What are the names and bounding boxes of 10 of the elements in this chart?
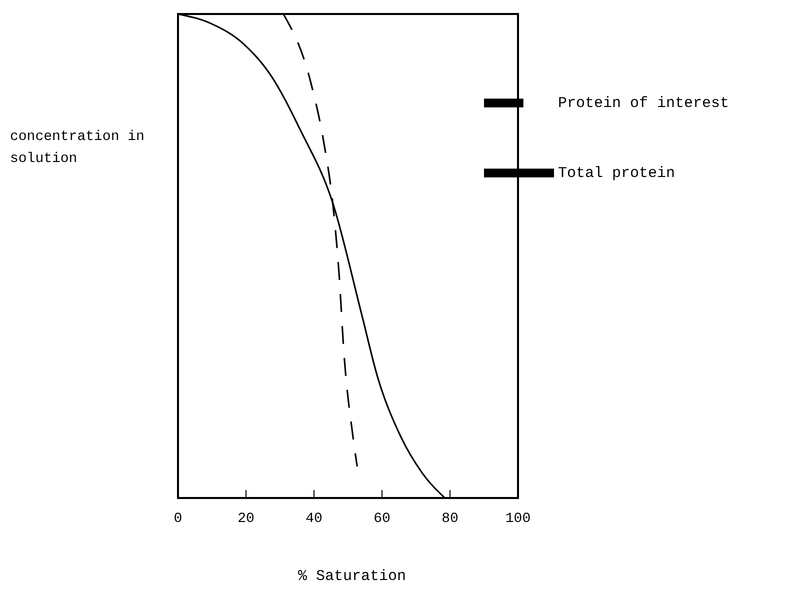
x-tick-label: 60 [374, 510, 390, 527]
y-axis-title: concentration in solution [10, 128, 146, 169]
x-tick-label: 100 [505, 510, 531, 527]
x-tick-label: 40 [306, 510, 322, 527]
x-tick-label: 0 [174, 510, 182, 527]
x-axis-title: % Saturation [298, 568, 406, 585]
x-tick-label: 80 [442, 510, 458, 527]
x-tick-label: 20 [238, 510, 254, 527]
legend-label: Protein of interest [558, 94, 730, 112]
legend-label: Total protein [558, 164, 676, 182]
